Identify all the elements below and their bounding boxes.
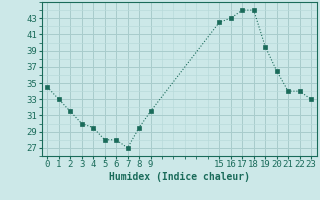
X-axis label: Humidex (Indice chaleur): Humidex (Indice chaleur) bbox=[109, 172, 250, 182]
